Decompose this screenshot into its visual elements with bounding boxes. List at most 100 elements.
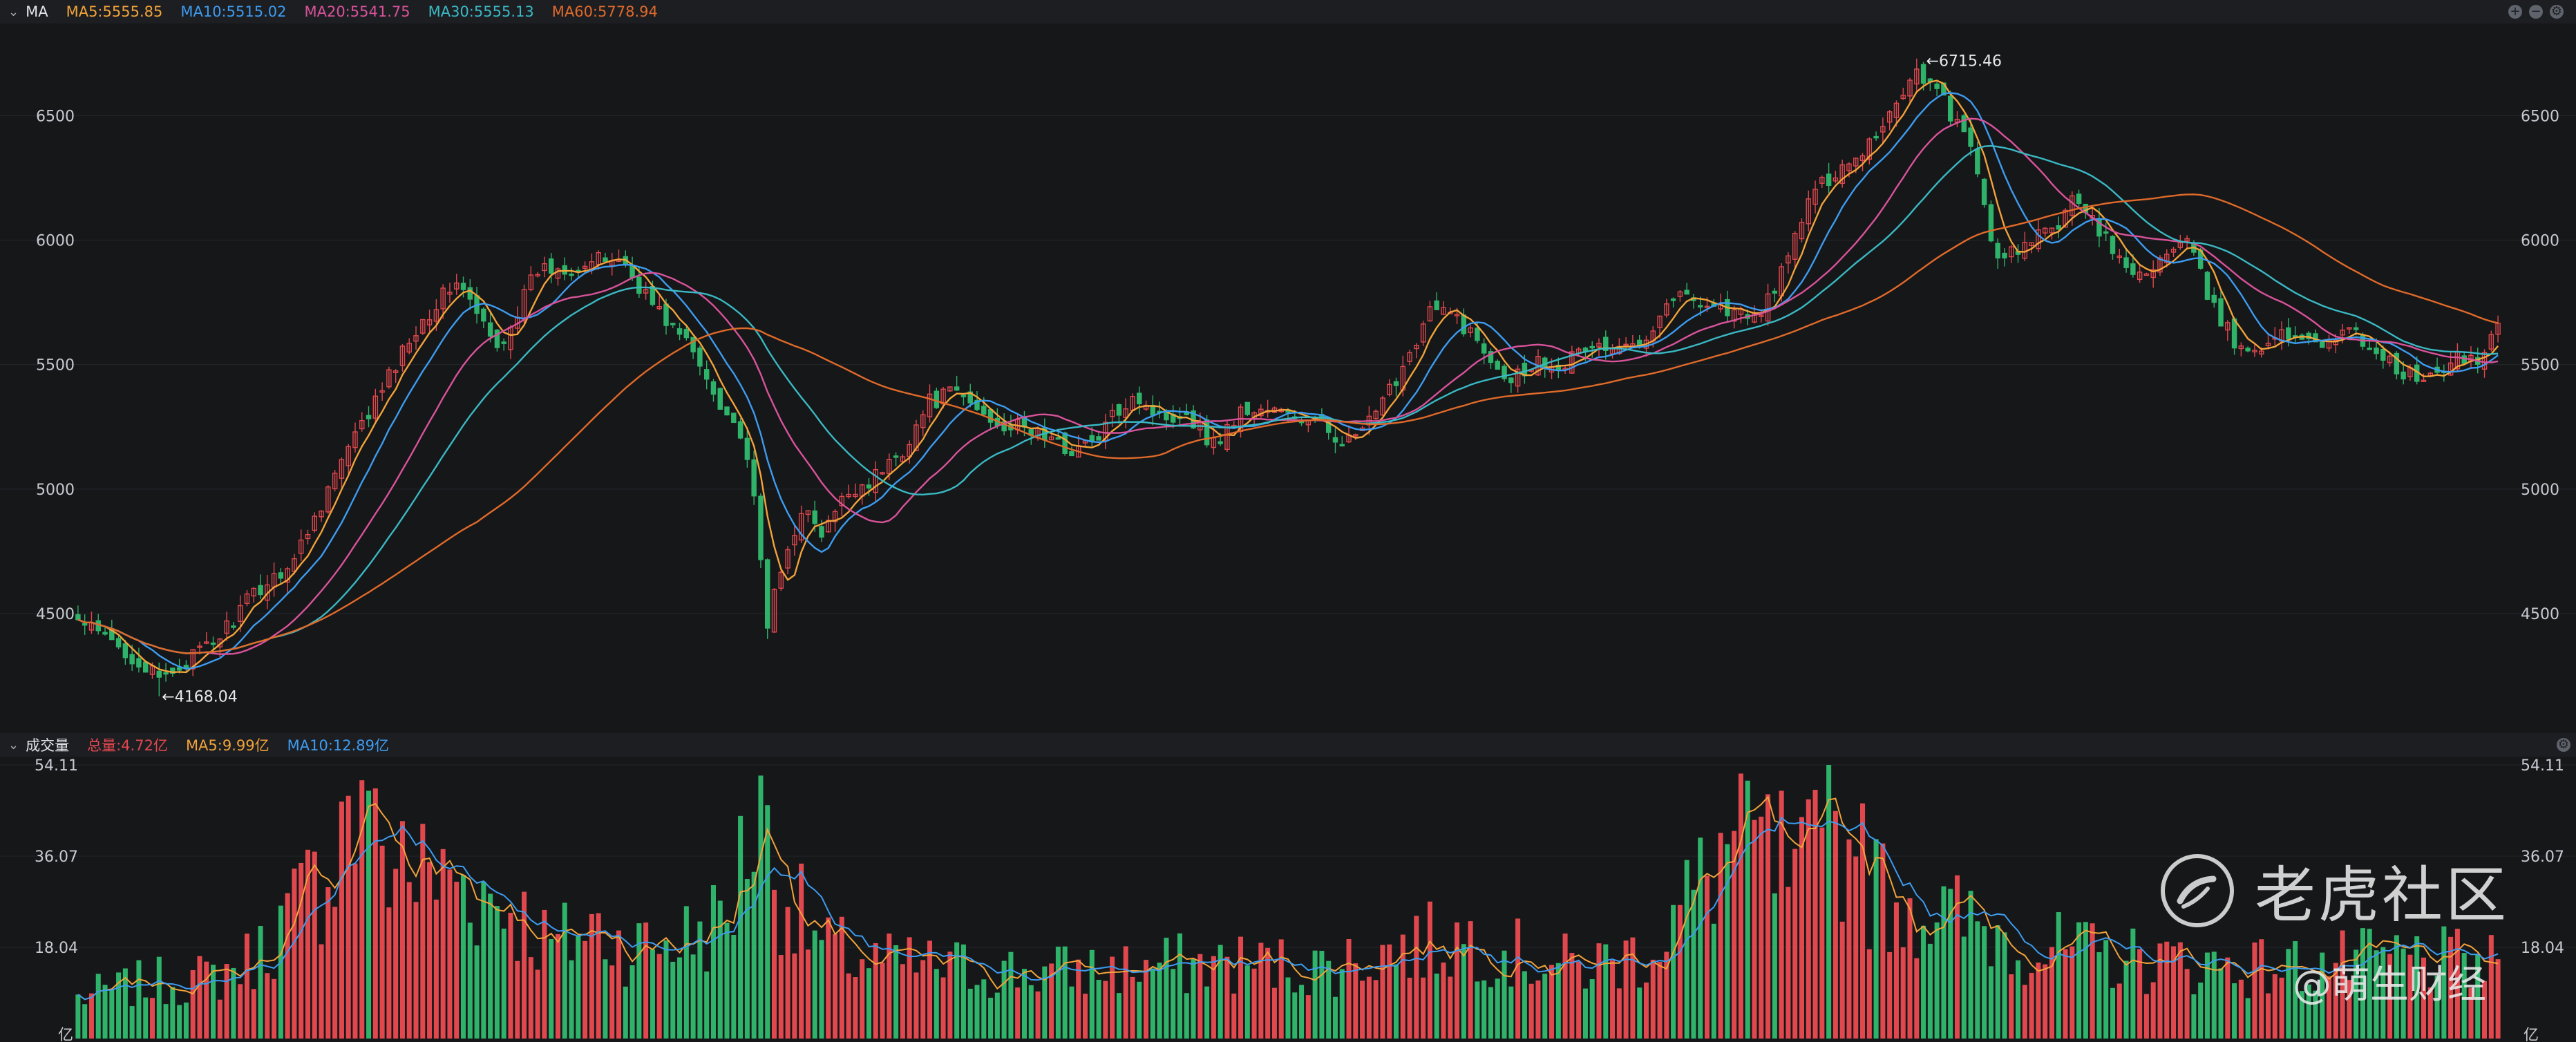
volume-bar (1028, 985, 1034, 1039)
candle-body (447, 292, 453, 295)
volume-bar (325, 887, 331, 1039)
add-icon[interactable]: + (2508, 5, 2522, 19)
candle (2170, 247, 2177, 257)
candle-body (115, 638, 122, 647)
settings-gear-icon[interactable]: ⚙ (2550, 4, 2564, 19)
volume-bar (1495, 978, 1500, 1039)
candle (2143, 272, 2150, 276)
volume-bar (1434, 974, 1439, 1039)
candle (1271, 406, 1278, 413)
candle (1589, 341, 1595, 358)
volume-bar (1224, 956, 1230, 1039)
volume-settings-gear-icon[interactable]: ⚙ (2557, 737, 2570, 752)
volume-bar (623, 986, 628, 1039)
candle-body (136, 658, 142, 667)
candle-body (656, 305, 662, 310)
candle (244, 590, 250, 607)
candle-body (413, 335, 419, 342)
volume-bar (947, 951, 953, 1039)
volume-bar (1765, 794, 1771, 1039)
candle (846, 484, 851, 499)
candle-body (244, 593, 250, 604)
volume-bar (1407, 977, 1412, 1039)
volume-bar (2225, 957, 2231, 1039)
volume-bar (2400, 948, 2406, 1039)
candle (1387, 379, 1392, 397)
candle-body (1048, 436, 1054, 441)
candle-body (1826, 173, 1832, 187)
volume-bar (372, 788, 378, 1039)
volume-bar (940, 977, 946, 1039)
candle (569, 267, 574, 281)
candle-body (1569, 351, 1575, 374)
candle (447, 283, 453, 303)
volume-bar (1021, 969, 1027, 1039)
candle-body (278, 572, 284, 579)
candle (670, 322, 676, 328)
candle-body (724, 406, 730, 416)
candle-body (2036, 229, 2041, 249)
volume-bar (880, 963, 885, 1039)
candle-body (392, 370, 399, 373)
volume-bar (988, 997, 994, 1039)
candle-body (1109, 410, 1115, 417)
candle (1427, 301, 1433, 322)
candle (366, 406, 372, 428)
price-y-tick-left: 6000 (36, 233, 75, 250)
volume-bar (1684, 860, 1689, 1039)
volume-bar (920, 960, 926, 1039)
candle (758, 493, 764, 569)
candle (562, 257, 567, 281)
volume-bar (1339, 969, 1345, 1039)
candle-body (339, 459, 345, 479)
volume-bar (1278, 939, 1284, 1039)
candle-body (2070, 195, 2075, 216)
volume-bar (1069, 986, 1074, 1039)
candle (386, 366, 392, 389)
volume-ma5-readout: MA5:9.99亿 (185, 737, 269, 754)
candle-body (2042, 227, 2048, 234)
volume-bar (149, 998, 155, 1039)
candle-body (426, 319, 433, 325)
candle (1859, 153, 1866, 171)
candle (1130, 393, 1135, 411)
volume-chart[interactable]: 54.11 54.11 36.07 36.07 18.04 18.04 亿 亿 (0, 757, 2576, 1042)
candle-body (102, 632, 108, 635)
candle-body (2380, 348, 2386, 361)
candle (1812, 180, 1818, 214)
candle-body (819, 526, 824, 538)
volume-bar (272, 978, 277, 1039)
candle-body (2123, 257, 2129, 268)
candle-body (1759, 314, 1764, 317)
volume-bar (1123, 946, 1128, 1039)
candle-body (676, 328, 683, 335)
volume-bar (183, 1002, 189, 1039)
volume-bar (129, 1006, 135, 1039)
candle-body (1339, 444, 1345, 447)
candle-body (1218, 441, 1223, 444)
volume-bar (379, 845, 385, 1039)
candle-body (2130, 263, 2136, 275)
price-y-tick-right: 6500 (2521, 108, 2559, 125)
volume-bar (88, 993, 94, 1039)
volume-bar (1177, 933, 1182, 1039)
price-chart[interactable]: 6500 6500 6000 6000 5500 5500 5000 5000 4500 4500… (0, 23, 2576, 733)
candle-body (717, 388, 723, 410)
volume-bar (163, 1004, 169, 1039)
volume-bar (710, 885, 716, 1039)
candle (710, 379, 717, 402)
candle (251, 587, 256, 603)
volume-bar (1258, 942, 1264, 1039)
candle (913, 419, 919, 451)
candle-body (2002, 252, 2007, 258)
candle (319, 510, 324, 522)
candle (2225, 320, 2231, 341)
volume-bar (2488, 935, 2494, 1039)
remove-icon[interactable]: − (2529, 5, 2543, 19)
candle (873, 461, 878, 502)
collapse-chevron-icon[interactable]: ⌄ (8, 4, 19, 19)
volume-bar (1191, 958, 1196, 1039)
candle-body (1839, 164, 1845, 184)
volume-collapse-chevron-icon[interactable]: ⌄ (8, 737, 19, 752)
volume-bar (427, 862, 433, 1039)
